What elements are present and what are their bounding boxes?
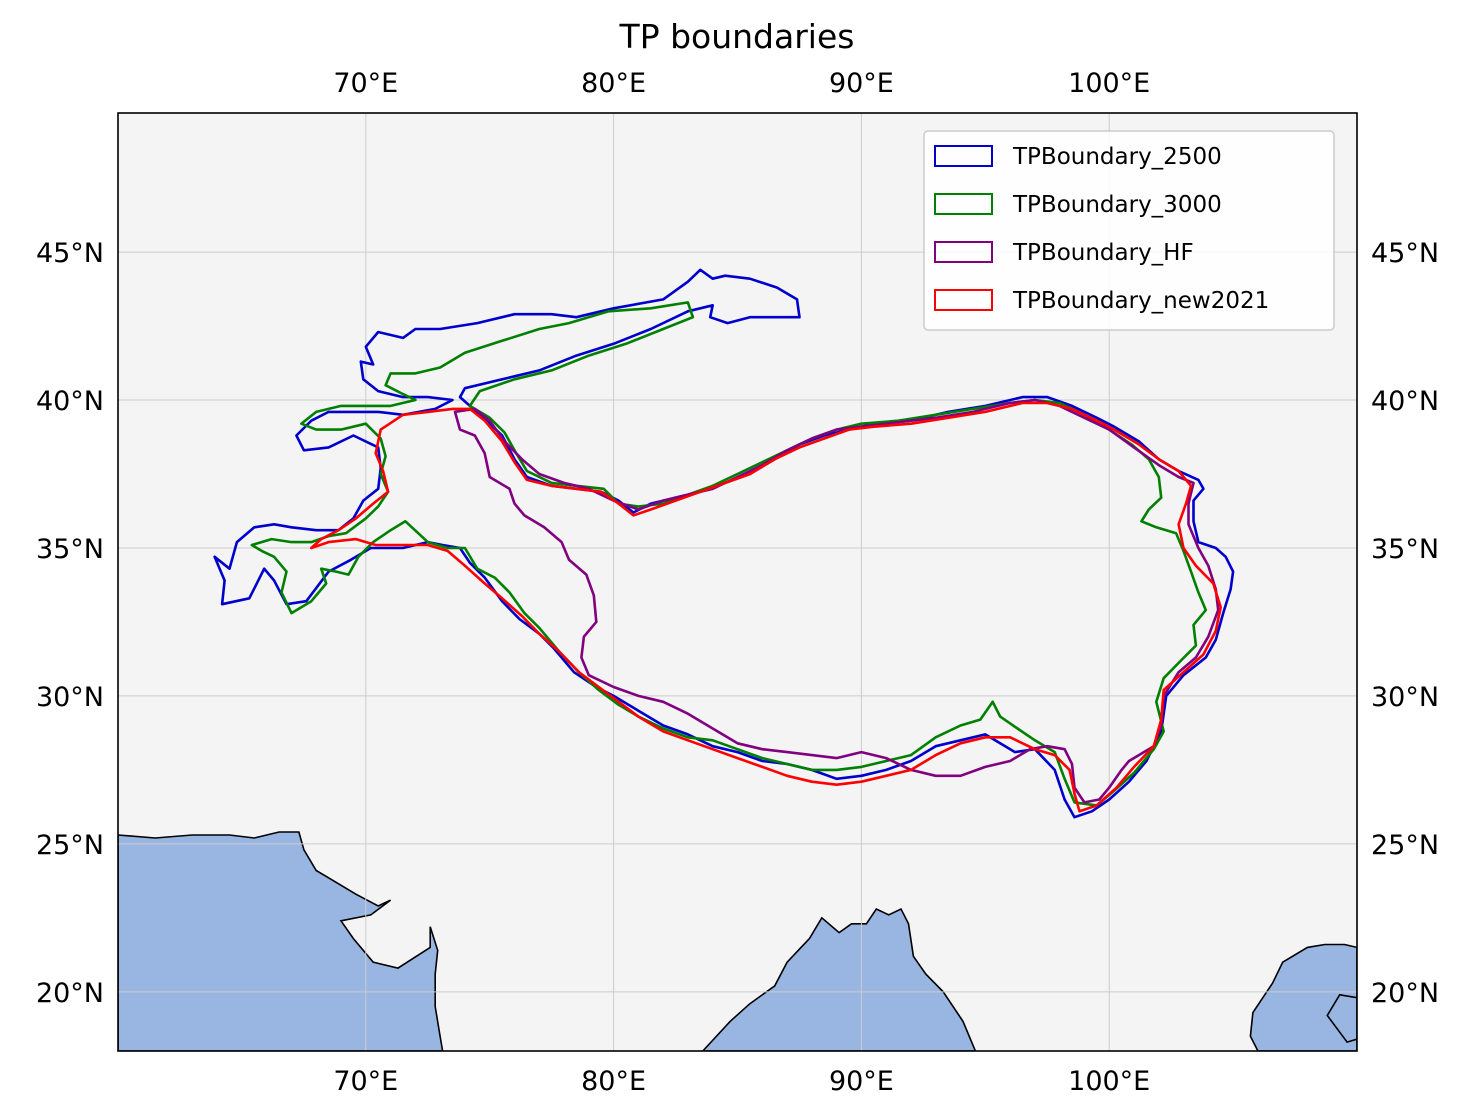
- lon-tick-label-top: 90°E: [829, 68, 894, 99]
- ocean-region-1: [118, 831, 444, 1051]
- tp-boundaries: [213, 268, 1235, 819]
- lon-tick-label-top: 100°E: [1068, 68, 1150, 99]
- map-frame: [117, 112, 1358, 1052]
- boundary-tpboundary-new2021: [310, 401, 1222, 813]
- legend-box: [923, 130, 1335, 331]
- lat-tick-label-right: 35°N: [1371, 534, 1439, 565]
- lat-tick-label-right: 45°N: [1371, 238, 1439, 269]
- map-title: TP boundaries: [619, 17, 855, 56]
- lat-tick-label-right: 40°N: [1371, 386, 1439, 417]
- lat-tick-label-left: 20°N: [36, 978, 104, 1009]
- legend-swatch: [934, 289, 993, 311]
- lat-tick-label-left: 40°N: [36, 386, 104, 417]
- axis-ticks: 70°E 70°E 80°E 80°E 90°E 90°E 100°E 100°E 20°N 20…: [36, 68, 1439, 1097]
- legend-swatch: [934, 145, 993, 167]
- ocean-layer: [118, 831, 1357, 1051]
- lat-tick-label-right: 20°N: [1371, 978, 1439, 1009]
- lat-tick-label-right: 30°N: [1371, 682, 1439, 713]
- legend-label: TPBoundary_3000: [1012, 192, 1222, 218]
- legend-label: TPBoundary_2500: [1012, 144, 1222, 170]
- legend-label: TPBoundary_new2021: [1012, 288, 1269, 314]
- legend-swatch: [934, 193, 993, 215]
- lon-tick-label-bottom: 70°E: [333, 1066, 398, 1097]
- lon-tick-label-bottom: 80°E: [581, 1066, 646, 1097]
- boundary-tpboundary-2500: [213, 268, 1235, 819]
- legend: TPBoundary_2500 TPBoundary_3000 TPBoundary…: [923, 130, 1335, 331]
- legend-swatch: [934, 241, 993, 263]
- lat-tick-label-right: 25°N: [1371, 830, 1439, 861]
- lon-tick-label-top: 80°E: [581, 68, 646, 99]
- lon-tick-label-bottom: 100°E: [1068, 1066, 1150, 1097]
- lat-tick-label-left: 35°N: [36, 534, 104, 565]
- lon-tick-label-top: 70°E: [333, 68, 398, 99]
- lat-tick-label-left: 45°N: [36, 238, 104, 269]
- lat-tick-label-left: 30°N: [36, 682, 104, 713]
- gridlines: [118, 113, 1357, 1051]
- boundary-tpboundary-hf: [453, 398, 1220, 804]
- lat-tick-label-left: 25°N: [36, 830, 104, 861]
- legend-label: TPBoundary_HF: [1012, 240, 1194, 266]
- ocean-region-3: [1249, 943, 1357, 1051]
- ocean-region-2: [701, 907, 977, 1051]
- lon-tick-label-bottom: 90°E: [829, 1066, 894, 1097]
